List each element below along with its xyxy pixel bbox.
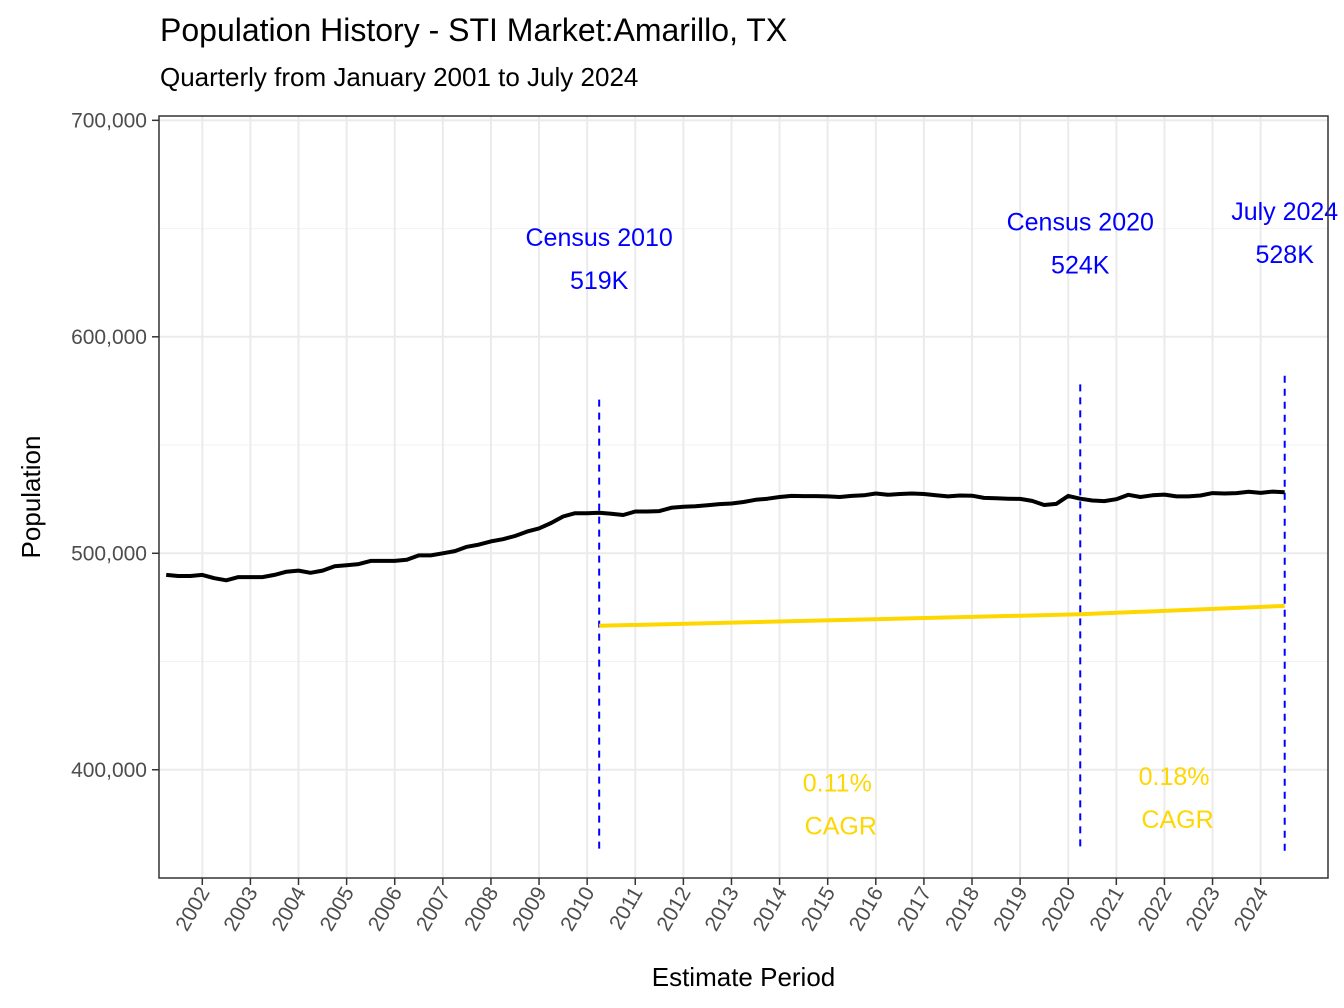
y-tick-label: 500,000 (71, 542, 147, 565)
chart-subtitle: Quarterly from January 2001 to July 2024 (160, 62, 639, 92)
annotation-line: 0.18% (1139, 763, 1210, 791)
x-tick-label: 2009 (508, 883, 551, 935)
y-tick-label: 400,000 (71, 759, 147, 782)
x-tick-label: 2024 (1230, 883, 1273, 935)
annotation-line: Census 2010 (526, 224, 673, 252)
x-tick-label: 2016 (845, 883, 888, 935)
chart-title: Population History - STI Market:Amarillo… (160, 12, 788, 48)
cagr-trend-line (599, 603, 1285, 628)
annotation-label: Census 2010 519K (526, 224, 673, 295)
x-tick-label: 2013 (701, 883, 744, 935)
x-tick-label: 2019 (989, 883, 1032, 935)
x-tick-label: 2004 (268, 883, 311, 935)
x-tick-label: 2008 (460, 883, 503, 935)
x-tick-label: 2006 (364, 883, 407, 935)
population-series-line (166, 489, 1285, 583)
x-tick-label: 2018 (941, 883, 984, 935)
x-tick-label: 2003 (219, 883, 262, 935)
annotation-line: 519K (570, 267, 629, 295)
y-tick-label: 700,000 (71, 109, 147, 132)
annotation-line: 528K (1256, 241, 1315, 269)
annotation-label: July 2024 528K (1231, 198, 1338, 269)
annotation-line: CAGR (1134, 806, 1213, 834)
x-tick-label: 2022 (1133, 883, 1176, 935)
annotation-line: 0.11% (803, 769, 872, 797)
x-tick-label: 2021 (1085, 883, 1128, 935)
grid-layer (159, 116, 1328, 878)
annotation-label: 0.18% CAGR (1134, 763, 1213, 834)
series-layer (166, 489, 1285, 628)
x-tick-label: 2023 (1182, 883, 1225, 935)
x-tick-label: 2005 (316, 883, 359, 935)
x-tick-label: 2010 (556, 883, 599, 935)
x-tick-label: 2015 (797, 883, 840, 935)
x-tick-label: 2007 (412, 883, 455, 935)
annotation-layer: Census 2010 519K Census 2020 524K July 2024 5… (526, 198, 1339, 841)
annotation-line: 524K (1051, 252, 1110, 280)
x-tick-label: 2020 (1037, 883, 1080, 935)
x-tick-label: 2017 (893, 883, 936, 935)
y-axis-title: Population (16, 436, 46, 559)
census-marker-lines (598, 375, 1286, 853)
panel-border (158, 115, 1329, 879)
annotation-line: July 2024 (1231, 198, 1338, 226)
annotation-line: CAGR (798, 812, 877, 840)
x-axis-title: Estimate Period (652, 962, 836, 992)
x-tick-label: 2012 (652, 883, 695, 935)
annotation-label: 0.11% CAGR (798, 769, 877, 840)
y-tick-label: 600,000 (71, 326, 147, 349)
x-tick-label: 2011 (605, 883, 648, 934)
x-tick-label: 2002 (171, 883, 214, 935)
annotation-line: Census 2020 (1007, 209, 1154, 237)
annotation-label: Census 2020 524K (1007, 209, 1154, 280)
x-tick-label: 2014 (749, 883, 792, 935)
